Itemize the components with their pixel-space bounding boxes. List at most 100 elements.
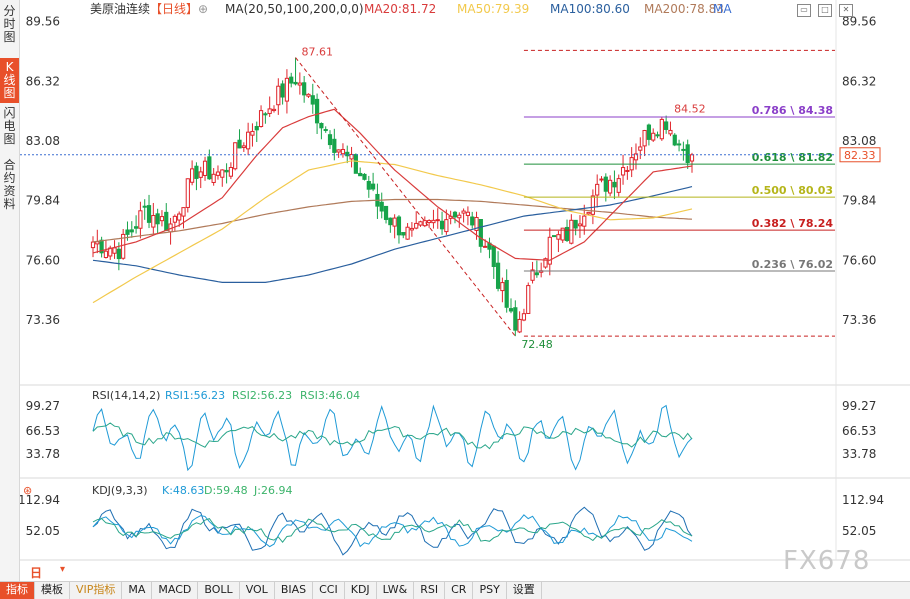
candle-body (599, 178, 604, 181)
candle-body (573, 219, 578, 229)
restore-icon[interactable]: ▭ (797, 4, 811, 17)
candle-body (556, 234, 561, 240)
candle-body (646, 124, 652, 140)
kdj-j-line (92, 506, 693, 556)
candle-body (439, 220, 445, 230)
indicator-tab-psy[interactable]: PSY (473, 582, 507, 599)
candle-body (327, 134, 333, 146)
indicator-tab-lw[interactable]: LW& (377, 582, 415, 599)
kdj-tick-label: 52.05 (842, 524, 876, 538)
candle-body (526, 285, 531, 314)
sidebar-tab-1[interactable]: K线图 (0, 58, 19, 103)
candle-body (121, 233, 126, 259)
watermark: FX678 (783, 546, 871, 576)
indicator-tab-[interactable]: 指标 (0, 582, 35, 599)
high-label: 87.61 (302, 46, 334, 59)
indicator-tab-[interactable]: 模板 (35, 582, 70, 599)
candle-body (586, 211, 591, 215)
candle-body (431, 219, 436, 224)
candle-body (258, 110, 264, 127)
ma50-line (92, 160, 693, 304)
candle-body (112, 247, 117, 254)
candle-body (366, 181, 371, 190)
indicator-tab-cci[interactable]: CCI (313, 582, 345, 599)
candle-body (142, 205, 147, 208)
indicator-tab-macd[interactable]: MACD (152, 582, 199, 599)
candle-body (569, 219, 574, 244)
y-tick-label: 73.36 (842, 313, 876, 327)
close-icon[interactable]: ✕ (839, 4, 853, 17)
sidebar-tab-0[interactable]: 分时图 (3, 4, 16, 44)
candle-body (608, 179, 613, 194)
candle-body (297, 82, 302, 86)
y-tick-label-left: 89.56 (26, 15, 60, 29)
rsi-title: RSI(14,14,2) (92, 389, 160, 402)
indicator-tab-cr[interactable]: CR (445, 582, 474, 599)
indicator-tab-ma[interactable]: MA (122, 582, 153, 599)
candle-body (465, 211, 471, 216)
candle-body (271, 108, 277, 112)
candle-body (336, 149, 341, 153)
y-tick-label: 83.08 (842, 134, 876, 148)
candle-body (177, 213, 182, 221)
candle-body (508, 308, 514, 312)
candle-body (349, 153, 354, 160)
ma100-value: MA100:80.60 (550, 2, 630, 16)
kdj-k-value: K:48.63 (162, 484, 204, 497)
candle-body (228, 167, 233, 177)
candle-body (172, 215, 177, 223)
kdj-d-line (92, 517, 693, 544)
kdj-tick-label-left: 52.05 (26, 524, 60, 538)
candle-body (444, 219, 449, 233)
candle-body (427, 220, 432, 224)
candle-body (452, 211, 458, 218)
candle-body (668, 129, 673, 135)
y-tick-label: 76.60 (842, 253, 876, 267)
candle-body (495, 262, 501, 289)
indicator-tab-bias[interactable]: BIAS (275, 582, 314, 599)
candle-body (383, 205, 389, 220)
candle-body (478, 219, 483, 247)
indicator-tab-[interactable]: 设置 (507, 582, 542, 599)
candle-body (371, 183, 376, 190)
candle-body (310, 95, 315, 105)
candle-body (90, 241, 96, 249)
fib-level-label: 0.236 \ 76.02 (752, 258, 833, 271)
candle-body (254, 125, 259, 131)
last-price-value: 82.33 (844, 149, 876, 162)
indicator-tab-vol[interactable]: VOL (240, 582, 275, 599)
bottom-bar: 日线 ▾ 指标模板VIP指标MAMACDBOLLVOLBIASCCIKDJLW&… (0, 563, 910, 599)
candle-body (405, 226, 410, 240)
period-label: 【日线】 (150, 2, 198, 16)
candle-body (659, 118, 664, 140)
rsi-tick-label-left: 33.78 (26, 447, 60, 461)
candle-body (409, 227, 414, 231)
candle-body (564, 226, 570, 241)
recent-high-label: 84.52 (674, 102, 706, 115)
indicator-tab-boll[interactable]: BOLL (198, 582, 240, 599)
candle-body (530, 269, 535, 281)
candle-body (133, 226, 139, 229)
candle-body (289, 76, 294, 84)
rsi3-value: RSI3:46.04 (300, 389, 360, 402)
candle-body (362, 173, 367, 180)
candle-body (638, 146, 643, 151)
y-tick-label: 79.84 (842, 194, 876, 208)
candle-body (560, 227, 565, 241)
candle-body (470, 216, 475, 226)
timeframe-chevron-icon[interactable]: ▾ (60, 564, 66, 575)
candle-body (202, 160, 208, 176)
candle-body (233, 142, 238, 170)
sidebar-tab-2[interactable]: 闪电图 (3, 106, 16, 146)
sidebar-tab-3[interactable]: 合约资料 (3, 158, 16, 211)
indicator-tab-rsi[interactable]: RSI (414, 582, 446, 599)
candle-body (590, 195, 595, 215)
candle-body (302, 82, 307, 96)
candle-body (237, 139, 242, 149)
indicator-tab-kdj[interactable]: KDJ (345, 582, 377, 599)
instrument-name: 美原油连续 (90, 1, 150, 16)
candle-body (457, 214, 462, 219)
indicator-tab-vip[interactable]: VIP指标 (70, 582, 123, 599)
candle-body (190, 168, 195, 183)
maximize-icon[interactable]: □ (818, 4, 832, 17)
